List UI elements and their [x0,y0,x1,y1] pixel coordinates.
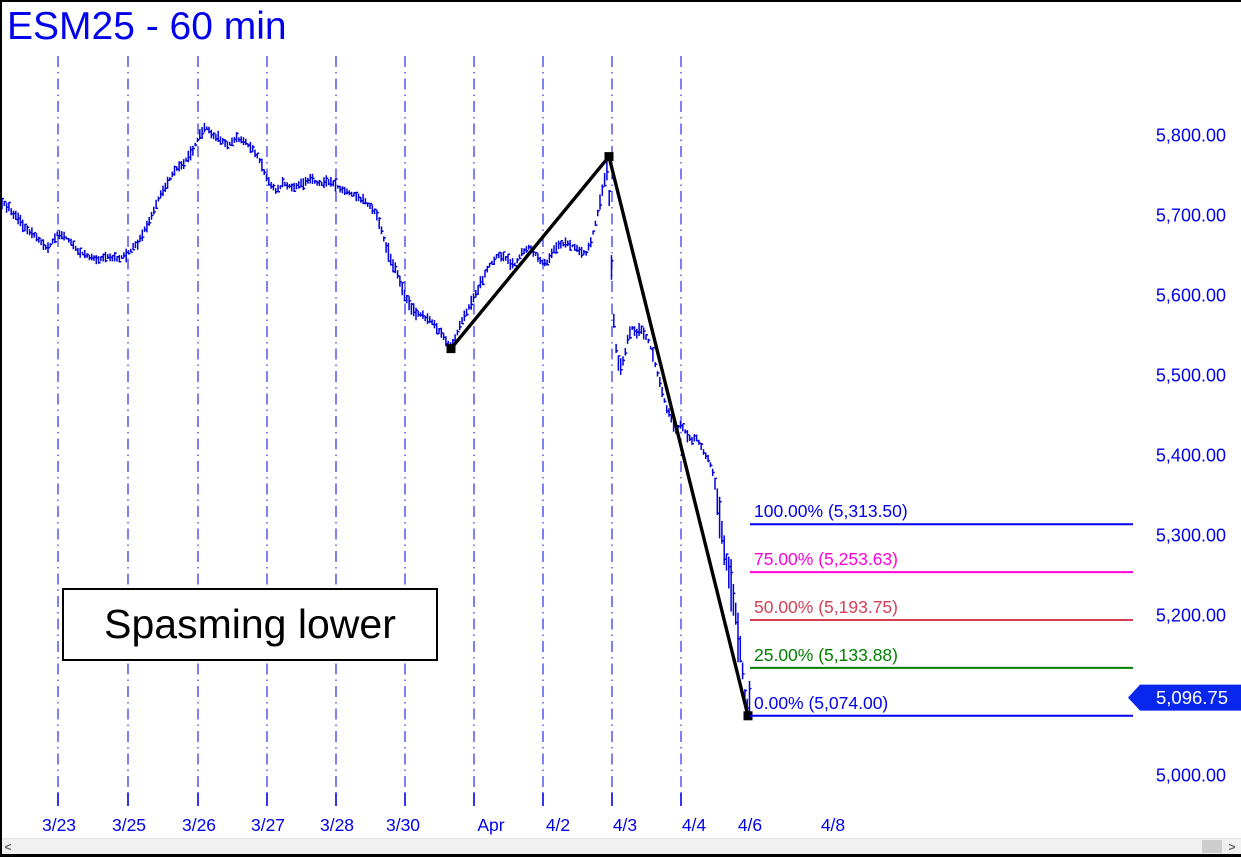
window-border-bottom [0,854,1241,857]
y-axis-tick-label: 5,400.00 [1156,446,1226,466]
x-axis-tick-label: 3/23 [42,815,76,835]
y-axis-tick-label: 5,800.00 [1156,126,1226,146]
trendline-handle[interactable] [604,152,614,162]
fib-label-100: 100.00% (5,313.50) [754,501,908,521]
y-axis-tick-label: 5,600.00 [1156,286,1226,306]
x-axis-tick-label: 4/2 [546,815,570,835]
scroll-right-icon: > [1228,839,1236,854]
x-axis-tick-label: 3/27 [251,815,285,835]
y-axis-tick-label: 5,300.00 [1156,526,1226,546]
fib-label-75: 75.00% (5,253.63) [754,549,898,569]
fib-label-50: 50.00% (5,193.75) [754,597,898,617]
x-axis-tick-label: 3/25 [112,815,146,835]
x-axis-labels: 3/23 3/25 3/26 3/27 3/28 3/30 Apr 4/2 4/3 4/4 4/6 4… [42,815,845,835]
fibonacci-retracement[interactable]: 100.00% (5,313.50) 75.00% (5,253.63) 50.00… [750,501,1133,717]
x-axis-tick-label: 4/3 [613,815,637,835]
y-axis-tick-label: 5,200.00 [1156,606,1226,626]
price-badge-arrow [1128,684,1241,711]
x-axis-tick-label: 4/4 [682,815,707,835]
x-axis-tick-label: 3/26 [182,815,216,835]
x-axis-tick-label: 3/28 [320,815,354,835]
price-chart-canvas[interactable]: 3/23 3/25 3/26 3/27 3/28 3/30 Apr 4/2 4/3 4/4 4/6 4… [0,0,1241,838]
annotation-box[interactable]: Spasming lower [62,588,438,661]
scroll-right-button[interactable]: > [1224,839,1240,854]
x-axis-tick-label: 4/6 [738,815,762,835]
window-border-top [0,0,1241,2]
y-axis-tick-label: 5,700.00 [1156,206,1226,226]
x-axis-tick-label: Apr [477,815,504,835]
last-price-badge: 5,096.75 [1128,684,1241,711]
horizontal-scrollbar[interactable]: < > [0,838,1241,854]
x-axis-tick-label: 4/8 [821,815,845,835]
y-axis-labels: 5,800.00 5,700.00 5,600.00 5,500.00 5,400.00… [1156,126,1226,786]
fib-label-0: 0.00% (5,074.00) [754,693,888,713]
annotation-text: Spasming lower [104,601,396,647]
chart-title: ESM25 - 60 min [7,5,287,48]
y-axis-tick-label: 5,500.00 [1156,366,1226,386]
last-price-text: 5,096.75 [1156,687,1228,708]
window-border-left [0,0,2,857]
price-bars [1,122,752,718]
scroll-left-icon: < [4,839,12,854]
fib-label-25: 25.00% (5,133.88) [754,645,898,665]
trendline-handle[interactable] [743,711,753,721]
vertical-gridlines [57,56,682,806]
y-axis-tick-label: 5,000.00 [1156,766,1226,786]
trendline-handle[interactable] [446,344,456,354]
abc-trendline[interactable] [446,152,753,721]
scrollbar-thumb[interactable] [1202,840,1222,853]
scroll-left-button[interactable]: < [0,839,16,854]
x-axis-tick-label: 3/30 [386,815,420,835]
